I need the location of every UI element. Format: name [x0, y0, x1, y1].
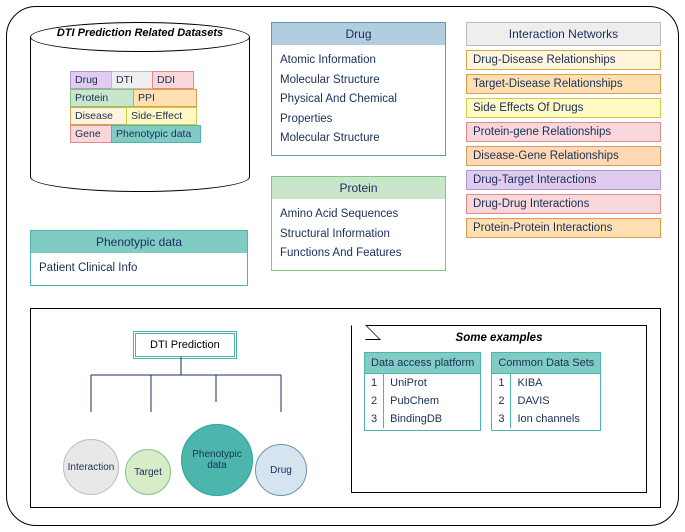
networks-rows: Drug-Disease Relationships Target-Disease… [466, 50, 661, 238]
example-value: PubChem [384, 392, 481, 410]
network-row: Protein-Protein Interactions [466, 218, 661, 238]
tree-leaf: Drug [255, 444, 307, 496]
protein-item: Amino Acid Sequences [280, 205, 437, 225]
tree-leaf: Target [125, 449, 171, 495]
drug-list: Atomic InformationMolecular StructurePhy… [272, 45, 445, 155]
dataset-cell: Disease [70, 107, 127, 125]
example-value: KIBA [511, 374, 601, 393]
protein-header: Protein [272, 177, 445, 199]
tree-leaf: Phenotypic data [181, 424, 253, 496]
dataset-cell: Gene [70, 125, 112, 143]
networks-panel: Interaction Networks Drug-Disease Relati… [466, 22, 661, 238]
tree-root: DTI Prediction [133, 331, 237, 359]
example-value: DAVIS [511, 392, 601, 410]
example-num: 3 [492, 410, 511, 428]
examples-right-table: Common Data Sets1KIBA2DAVIS3Ion channels [491, 352, 601, 431]
protein-list: Amino Acid SequencesStructural Informati… [272, 199, 445, 270]
example-num: 2 [365, 392, 384, 410]
protein-panel: Protein Amino Acid SequencesStructural I… [271, 176, 446, 271]
cylinder-title: DTI Prediction Related Datasets [30, 27, 250, 39]
pheno-panel: Phenotypic data Patient Clinical Info [30, 230, 248, 286]
example-num: 2 [492, 392, 511, 410]
examples-left-table: Data access platform1UniProt2PubChem3Bin… [364, 352, 481, 431]
network-row: Protein-gene Relationships [466, 122, 661, 142]
datasets-cylinder: DTI Prediction Related Datasets DrugDTID… [30, 22, 250, 192]
network-row: Drug-Drug Interactions [466, 194, 661, 214]
example-header: Data access platform [365, 353, 481, 374]
tree-leaf: Interaction [63, 439, 119, 495]
tree-lines [61, 357, 321, 427]
bottom-frame: DTI Prediction InteractionTargetPhenotyp… [30, 308, 661, 508]
drug-header: Drug [272, 23, 445, 45]
pheno-item: Patient Clinical Info [31, 253, 247, 285]
example-value: UniProt [384, 374, 481, 393]
protein-item: Structural Information [280, 225, 437, 245]
pheno-header: Phenotypic data [31, 231, 247, 253]
dataset-cell: Protein [70, 89, 134, 107]
networks-header: Interaction Networks [466, 22, 661, 46]
network-row: Disease-Gene Relationships [466, 146, 661, 166]
network-row: Drug-Disease Relationships [466, 50, 661, 70]
drug-panel: Drug Atomic InformationMolecular Structu… [271, 22, 446, 156]
example-num: 1 [365, 374, 384, 393]
dataset-cell: Phenotypic data [111, 125, 201, 143]
dataset-cell: Side-Effect [126, 107, 197, 125]
network-row: Drug-Target Interactions [466, 170, 661, 190]
network-row: Target-Disease Relationships [466, 74, 661, 94]
dataset-cell: DTI [111, 71, 153, 89]
examples-frame: Some examples Data access platform1UniPr… [351, 325, 647, 493]
dataset-cell: DDI [152, 71, 194, 89]
protein-item: Functions And Features [280, 244, 437, 264]
drug-item: Atomic Information [280, 51, 437, 71]
dataset-cell: Drug [70, 71, 112, 89]
examples-title: Some examples [354, 328, 644, 348]
drug-item: Molecular Structure [280, 71, 437, 91]
dataset-cell: PPI [133, 89, 197, 107]
example-num: 3 [365, 410, 384, 428]
example-value: BindingDB [384, 410, 481, 428]
example-num: 1 [492, 374, 511, 393]
example-header: Common Data Sets [492, 353, 601, 374]
drug-item: Physical And Chemical Properties [280, 90, 437, 129]
cylinder-grid: DrugDTIDDI ProteinPPI DiseaseSide-Effect Ge… [70, 70, 208, 142]
example-value: Ion channels [511, 410, 601, 428]
network-row: Side Effects Of Drugs [466, 98, 661, 118]
drug-item: Molecular Structure [280, 129, 437, 149]
